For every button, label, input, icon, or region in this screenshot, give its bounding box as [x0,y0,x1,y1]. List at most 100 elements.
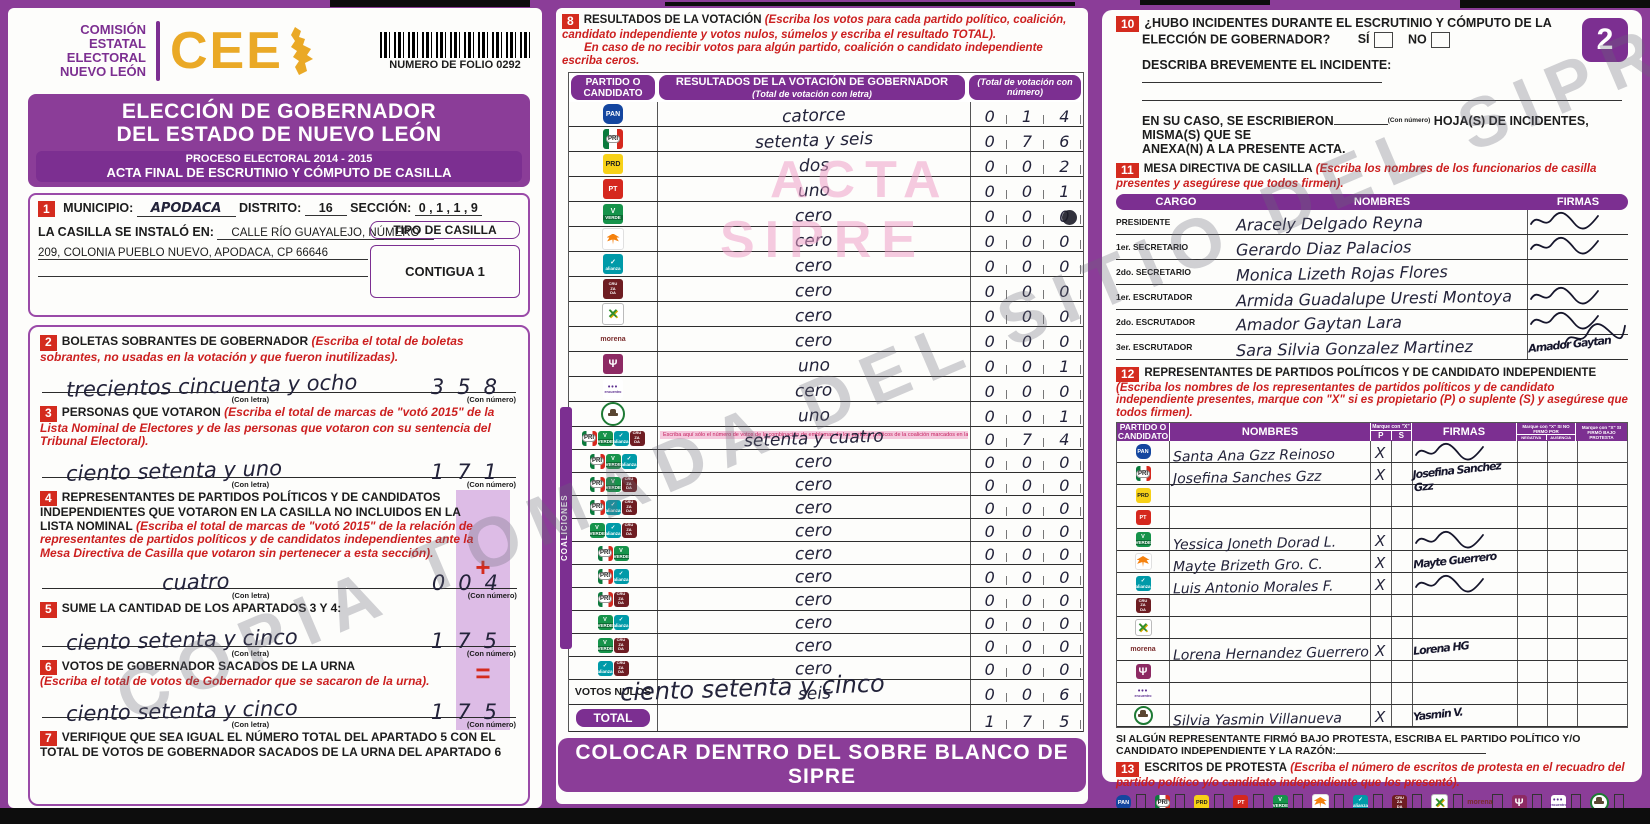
ausencia-cell [1548,573,1578,594]
vote-digit: 0 [975,615,1007,633]
vote-digit: 0 [975,208,1007,226]
representante-row: ✕ [1117,617,1627,639]
vote-digit: 0 [1049,454,1082,472]
section-3-personas-votaron: 3 PERSONAS QUE VOTARON (Escriba el total … [40,405,516,489]
vote-digit: 1 [1049,408,1082,426]
section-6-votos-urna: 6 VOTOS DE GOBERNADOR SACADOS DE LA URNA(… [40,658,516,729]
firma-cell [1413,485,1518,506]
vote-digit: 0 [975,158,1007,176]
vote-digit: 0 [1012,258,1044,276]
handwritten-letra: cero [795,230,833,252]
vote-digit: 0 [1049,523,1082,541]
verde-party-logo: V VERDE [1272,795,1289,810]
vote-digit: 0 [975,283,1007,301]
x-mark: X [1375,532,1386,550]
handwritten-letra: cero [795,380,833,402]
handwritten-nombre: Sara Silvia Gonzalez Martinez [1235,336,1474,361]
x-mark: X [1375,554,1386,572]
signature-text: Lorena HG [1412,639,1470,658]
party-cell: ✕ [1117,617,1170,638]
pan-party-logo: PAN [1135,444,1151,459]
signature-text: Mayte Guerrero [1412,549,1497,572]
vote-digit: 2 [1049,158,1082,176]
results-row: ✓ alianza cero 0 0 0 [569,252,1083,277]
vote-digit: 0 [1012,383,1044,401]
results-row: V VERDE ✓ alianza CRU ZA DA cero 0 0 0 [569,519,1083,542]
vote-digit: 0 [1012,661,1044,679]
negativa-cell [1518,661,1548,682]
vote-digit: 0 [1012,208,1044,226]
negativa-cell [1518,551,1548,572]
protesta-cell [1578,595,1627,616]
vote-digit: 0 [975,258,1007,276]
signature-scribble [1530,286,1599,305]
results-row: PRI V VERDE ✓ alianza CRU ZA DA Escriba aquí sól… [569,427,1083,451]
handwritten-letra: catorce [781,104,847,128]
handwritten-letra: uno [797,405,831,427]
vote-digit: 0 [1012,615,1044,633]
nombre-cell: Lorena Hernandez Guerrero [1170,639,1371,664]
negativa-cell [1518,595,1548,616]
vote-digit: 0 [1012,592,1044,610]
representante-row: V VERDE Yessica Joneth Dorad L. X [1117,529,1627,553]
protesta-cell [1578,463,1627,484]
handwritten-letra: cero [795,497,833,519]
party-cell: V VERDE CRU ZA DA [569,634,658,656]
party-cell: morena [1117,639,1170,660]
party-cell: ✓ alianza [1117,573,1170,594]
negativa-cell [1518,507,1548,528]
vote-digit: 0 [975,108,1007,126]
propietario-cell [1371,595,1392,616]
alianza-party-logo: ✓ alianza [605,499,621,515]
cruzada-party-logo: CRU ZA DA [613,660,629,676]
handwritten-numero: 175 [430,699,510,724]
vote-digit: 0 [1049,283,1082,301]
letra-cell: Escriba aquí sólo el número de votos de … [658,427,970,451]
results-row: PRI setenta y seis 0 7 6 [569,127,1083,153]
handwritten-letra: cero [795,330,833,352]
vote-digit: 0 [975,233,1007,251]
representantes-table: PARTIDO O CANDIDATO NOMBRES Marque con "… [1116,422,1628,729]
ausencia-cell [1548,463,1578,484]
alianza-party-logo: ✓ alianza [613,430,629,446]
vote-digit: 6 [1049,133,1082,151]
signature-scribble [1415,530,1484,549]
party-cell: PT [1117,507,1170,528]
handwritten-nombre: Armida Guadalupe Uresti Montoya [1235,286,1513,311]
handwritten-numero: 171 [430,459,510,484]
section-number: 1 [38,201,55,217]
alianza-party-logo: ✓ alianza [613,568,629,584]
negativa-cell [1518,573,1548,594]
nombre-cell: Mayte Brizeth Gro. C. [1170,551,1371,575]
section-1-casilla: 1 MUNICIPIO: APODACA DISTRITO: 16 SECCIÓ… [28,193,530,317]
scan-mark [330,0,530,7]
suplente-cell [1392,639,1413,660]
letra-cell: cero [658,566,970,587]
nombre-cell [1170,485,1371,506]
results-row: PT uno 0 0 1 [569,177,1083,202]
handwritten-letra: cero [795,589,833,611]
protesta-cell [1578,639,1627,660]
vote-digit: 0 [975,638,1007,656]
results-row: PRI ✓ alianza CRU ZA DA cero 0 0 0 [569,496,1083,519]
firma-cell [1413,441,1518,462]
vote-digit: 0 [1049,546,1082,564]
results-row: morena cero 0 0 0 [569,327,1083,352]
pan-party-logo: PAN [1116,795,1131,810]
verde-party-logo: V VERDE [603,204,623,224]
x-mark: X [1375,444,1386,462]
letra-cell: cero [658,589,970,611]
signature-scribble [1530,236,1599,255]
suplente-cell [1392,661,1413,682]
protesta-cell [1578,573,1627,594]
handwritten-letra: cero [795,612,833,634]
